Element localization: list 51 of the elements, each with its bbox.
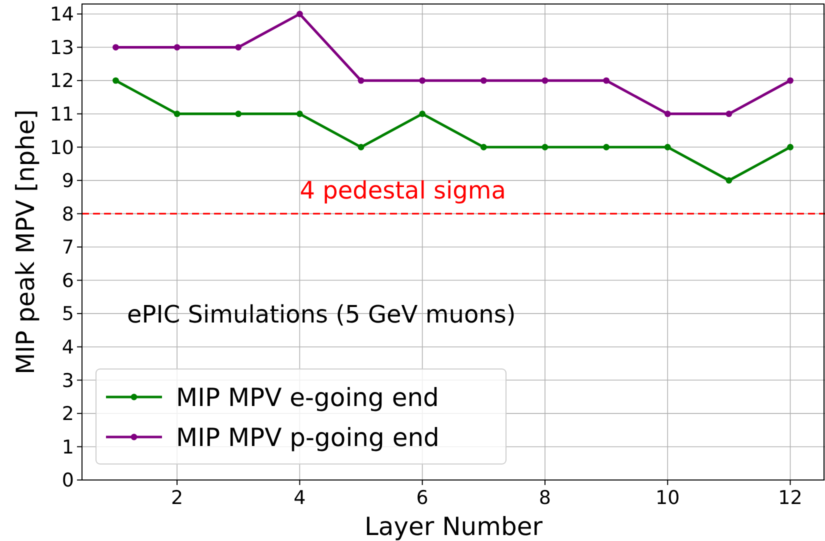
y-tick-label: 0: [62, 470, 74, 492]
point: [419, 110, 426, 118]
x-axis-title: Layer Number: [364, 512, 544, 541]
point: [174, 44, 180, 50]
ref-line-label: 4 pedestal sigma: [300, 176, 506, 205]
y-tick-label: 5: [62, 303, 74, 326]
y-tick-label: 9: [62, 170, 74, 192]
point: [664, 110, 671, 118]
point: [235, 44, 242, 50]
point: [542, 77, 548, 84]
point: [174, 110, 180, 118]
point: [542, 144, 548, 150]
point: [787, 144, 794, 150]
y-tick-label: 14: [50, 4, 74, 26]
x-tick-label: 6: [416, 487, 428, 509]
point: [296, 10, 303, 18]
x-tick-label: 4: [294, 487, 306, 509]
annotation: ePIC Simulations (5 GeV muons): [127, 300, 516, 329]
point: [480, 77, 487, 84]
x-tick-label: 10: [656, 487, 680, 509]
point: [726, 177, 732, 184]
x-tick-label: 8: [538, 487, 552, 509]
y-tick-label: 11: [50, 103, 74, 126]
point: [112, 77, 119, 84]
point: [664, 144, 671, 150]
point: [419, 77, 426, 84]
legend-label: MIP MPV p-going end: [176, 422, 440, 452]
x-tick-label: 2: [171, 487, 184, 509]
y-axis-title: MIP peak MPV [nphe]: [11, 109, 40, 375]
point: [235, 110, 242, 118]
point: [787, 77, 794, 84]
point: [480, 144, 487, 150]
point: [358, 77, 364, 84]
point: [603, 77, 610, 84]
y-tick-label: 1: [62, 436, 74, 458]
y-tick-label: 3: [62, 370, 74, 392]
y-tick-label: 2: [62, 403, 74, 426]
y-tick-label: 8: [62, 203, 74, 226]
y-tick-label: 10: [50, 136, 74, 159]
point: [296, 110, 303, 118]
point: [112, 44, 119, 50]
y-tick-label: 12: [50, 70, 74, 92]
legend-label: MIP MPV e-going end: [176, 382, 439, 412]
y-tick-label: 13: [50, 36, 74, 59]
point: [726, 110, 732, 118]
y-tick-label: 4: [62, 336, 74, 359]
point: [603, 144, 610, 150]
x-tick-label: 12: [778, 487, 802, 509]
y-tick-label: 6: [62, 270, 74, 292]
point: [358, 144, 364, 150]
y-tick-label: 7: [62, 236, 74, 259]
